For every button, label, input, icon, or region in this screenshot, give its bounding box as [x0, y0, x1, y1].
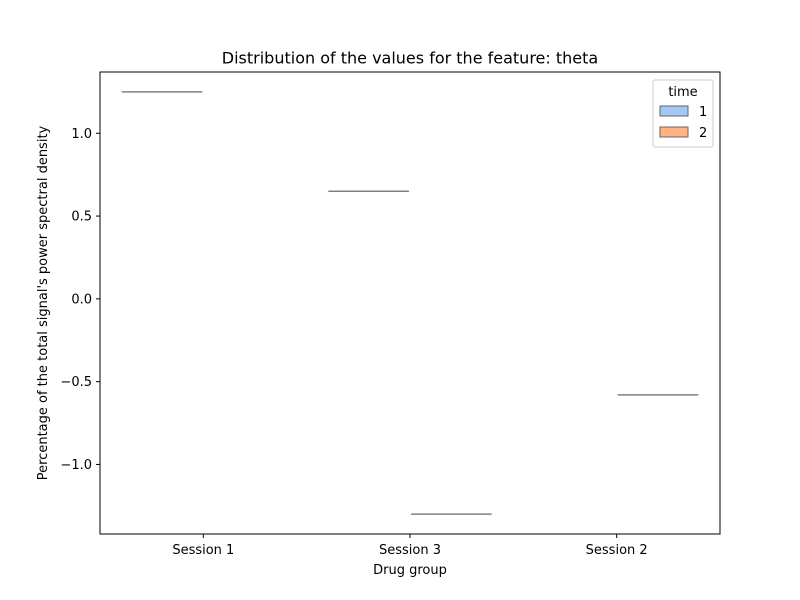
y-tick-label: −0.5 [60, 375, 92, 390]
chart-title: Distribution of the values for the featu… [222, 49, 598, 68]
legend-swatch-1 [659, 105, 689, 117]
y-tick-label: −1.0 [60, 458, 92, 473]
legend-label-2: 2 [699, 126, 707, 141]
y-tick-label: 0.5 [71, 210, 92, 225]
box-marks [121, 91, 699, 515]
legend-title: time [668, 85, 697, 100]
plot-frame [99, 71, 721, 535]
legend-swatch-2 [659, 126, 689, 138]
x-axis-ticks: Session 1 Session 3 Session 2 [172, 534, 648, 558]
x-tick-label: Session 2 [586, 543, 648, 558]
x-tick-label: Session 1 [172, 543, 234, 558]
y-axis-label: Percentage of the total signal's power s… [36, 125, 51, 480]
x-axis-label: Drug group [373, 563, 447, 578]
legend: time 1 2 [652, 79, 714, 148]
y-tick-label: 0.0 [71, 292, 92, 307]
x-tick-label: Session 3 [379, 543, 441, 558]
y-tick-label: 1.0 [71, 127, 92, 142]
legend-label-1: 1 [699, 105, 707, 120]
y-axis-ticks: 1.0 0.5 0.0 −0.5 −1.0 [60, 127, 100, 473]
